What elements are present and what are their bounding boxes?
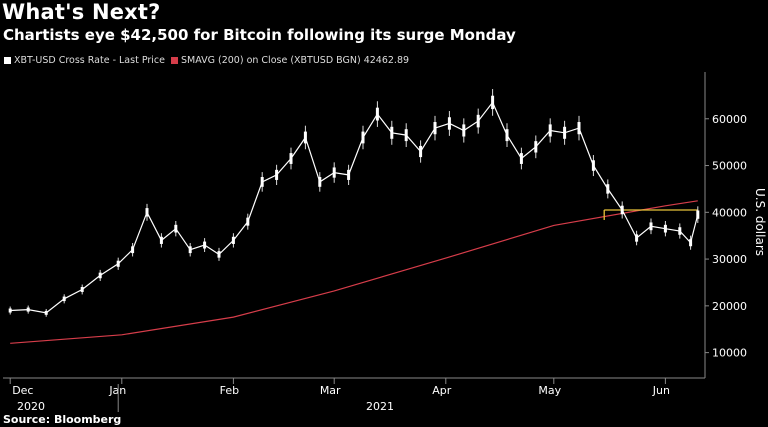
y-tick-label: 20000 bbox=[712, 300, 747, 313]
legend-swatch-sma bbox=[171, 57, 178, 64]
y-axis: 10000 20000 30000 40000 50000 60000 bbox=[704, 72, 747, 378]
x-tick-label: Mar bbox=[320, 384, 341, 397]
x-axis: Dec Jan Feb Mar Apr May Jun 2020 2021 bbox=[3, 377, 705, 413]
price-candle bbox=[8, 308, 12, 313]
plot-area bbox=[8, 89, 700, 344]
legend-item-price: XBT-USD Cross Rate - Last Price bbox=[4, 55, 165, 66]
x-tick-label: Apr bbox=[432, 384, 452, 397]
chart-subtitle: Chartists eye $42,500 for Bitcoin follow… bbox=[3, 26, 516, 44]
legend-label-price: XBT-USD Cross Rate - Last Price bbox=[14, 55, 165, 66]
chart-title: What's Next? bbox=[2, 0, 161, 24]
x-tick-label: May bbox=[538, 384, 561, 397]
x-tick-label: Jan bbox=[108, 384, 126, 397]
y-tick-label: 60000 bbox=[712, 113, 747, 126]
sma-200-line bbox=[10, 200, 698, 344]
x-tick-label: Feb bbox=[220, 384, 239, 397]
year-label-2021: 2021 bbox=[366, 400, 394, 413]
y-tick-label: 50000 bbox=[712, 160, 747, 173]
chart-legend: XBT-USD Cross Rate - Last Price SMAVG (2… bbox=[4, 55, 415, 66]
price-line bbox=[10, 101, 699, 314]
y-axis-label: U.S. dollars bbox=[753, 188, 767, 256]
legend-label-sma: SMAVG (200) on Close (XBTUSD BGN) 42462.… bbox=[181, 55, 410, 66]
legend-swatch-price bbox=[4, 57, 11, 64]
source-note: Source: Bloomberg bbox=[3, 413, 122, 426]
y-tick-label: 40000 bbox=[712, 206, 747, 219]
x-tick-label: Dec bbox=[12, 384, 33, 397]
y-tick-label: 30000 bbox=[712, 253, 747, 266]
legend-item-sma: SMAVG (200) on Close (XBTUSD BGN) 42462.… bbox=[171, 55, 409, 66]
x-tick-label: Jun bbox=[652, 384, 670, 397]
year-label-2020: 2020 bbox=[17, 400, 45, 413]
y-tick-label: 10000 bbox=[712, 347, 747, 360]
